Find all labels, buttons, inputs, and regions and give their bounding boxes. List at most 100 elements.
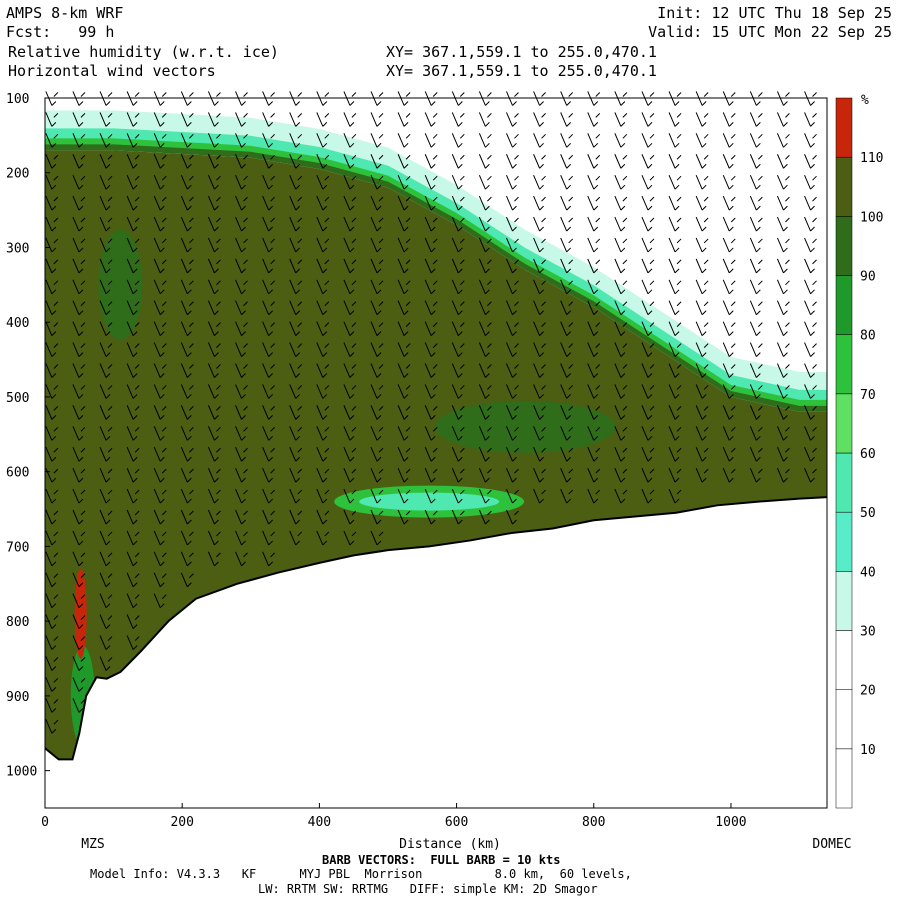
wind-barb xyxy=(478,174,492,190)
colorbar-swatch xyxy=(835,275,853,335)
wind-barb xyxy=(560,258,574,274)
wind-barb xyxy=(45,133,59,148)
wind-barb xyxy=(99,258,113,274)
wind-barb xyxy=(533,258,546,274)
wind-barb xyxy=(289,509,303,525)
wind-barb xyxy=(424,237,438,253)
wind-barb xyxy=(722,237,736,253)
wind-barb xyxy=(262,488,275,504)
wind-barb xyxy=(478,112,492,127)
wind-barb xyxy=(207,154,221,169)
wind-barb xyxy=(289,342,303,357)
wind-barb xyxy=(343,530,357,546)
wind-barb xyxy=(560,321,574,337)
wind-barb xyxy=(316,509,330,525)
wind-barb xyxy=(641,405,655,420)
wind-barb xyxy=(668,405,682,420)
wind-barb xyxy=(126,216,140,232)
wind-barb xyxy=(262,363,275,378)
wind-barb xyxy=(804,174,817,190)
wind-barb xyxy=(126,112,140,127)
wind-barb xyxy=(478,426,492,441)
wind-barb xyxy=(370,133,384,148)
wind-barb xyxy=(668,384,682,399)
wind-barb xyxy=(533,426,546,441)
wind-barb xyxy=(153,258,167,274)
wind-barb xyxy=(424,216,438,232)
wind-barb xyxy=(451,300,465,316)
wind-barb xyxy=(641,426,655,441)
wind-barb xyxy=(45,216,59,232)
wind-barb xyxy=(506,154,519,169)
wind-barb xyxy=(370,509,384,525)
wind-barb xyxy=(289,426,303,441)
wind-barb xyxy=(478,467,492,483)
wind-barb xyxy=(72,279,86,295)
wind-barb xyxy=(451,154,465,169)
x-tick-label: 1000 xyxy=(715,815,746,830)
wind-barb xyxy=(776,467,790,483)
wind-barb xyxy=(45,551,59,567)
wind-barb xyxy=(72,174,86,190)
wind-barb xyxy=(560,216,574,232)
wind-barb xyxy=(180,426,194,441)
wind-barb xyxy=(289,405,303,420)
wind-barb xyxy=(614,447,628,462)
wind-barb xyxy=(776,133,790,148)
wind-barb xyxy=(641,342,655,357)
wind-barb xyxy=(776,300,790,316)
wind-barb xyxy=(72,195,86,211)
wind-barb xyxy=(180,467,194,483)
wind-barb xyxy=(72,698,86,713)
wind-barb xyxy=(451,447,465,462)
wind-barb xyxy=(99,614,113,629)
wind-barb xyxy=(45,593,59,609)
wind-barb xyxy=(478,154,492,169)
terrain-surface-line xyxy=(44,496,828,761)
wind-barb xyxy=(668,488,682,504)
wind-barb xyxy=(451,363,465,378)
wind-barb xyxy=(262,509,275,525)
wind-barb xyxy=(614,384,628,399)
wind-barb xyxy=(153,279,167,295)
wind-barb xyxy=(343,342,357,357)
wind-barb xyxy=(45,112,59,127)
wind-barb xyxy=(560,237,574,253)
wind-barb xyxy=(72,216,86,232)
wind-barb xyxy=(804,405,817,420)
wind-barb xyxy=(587,342,601,357)
wind-barb xyxy=(397,342,411,357)
wind-barb xyxy=(397,405,411,420)
wind-barb xyxy=(343,384,357,399)
wind-barb xyxy=(316,321,330,337)
wind-barb xyxy=(397,154,411,169)
wind-barb xyxy=(533,384,546,399)
wind-barb xyxy=(614,342,628,357)
wind-barb xyxy=(180,363,194,378)
y-tick-label: 300 xyxy=(6,241,29,256)
wind-barb xyxy=(533,300,546,316)
wind-barb xyxy=(72,426,86,441)
wind-barb xyxy=(533,405,546,420)
wind-barb xyxy=(695,154,709,169)
wind-barb xyxy=(776,237,790,253)
wind-barb xyxy=(99,300,113,316)
rh-supersaturated-patch xyxy=(74,568,87,659)
wind-barb xyxy=(370,300,384,316)
colorbar-level-label: 10 xyxy=(860,743,876,758)
wind-barb xyxy=(45,300,59,316)
wind-barb xyxy=(749,112,763,127)
y-tick-label: 200 xyxy=(6,167,29,182)
wind-barb xyxy=(641,467,655,483)
wind-barb xyxy=(153,426,167,441)
wind-barb xyxy=(749,195,763,211)
wind-barb xyxy=(45,635,59,650)
forecast-hour: Fcst: 99 h xyxy=(6,23,115,41)
wind-barb xyxy=(99,321,113,337)
wind-barb xyxy=(641,133,655,148)
wind-barb xyxy=(451,258,465,274)
wind-barb xyxy=(126,321,140,337)
x-tick-label: 600 xyxy=(445,815,468,830)
wind-barb xyxy=(614,258,628,274)
wind-barb xyxy=(668,174,682,190)
